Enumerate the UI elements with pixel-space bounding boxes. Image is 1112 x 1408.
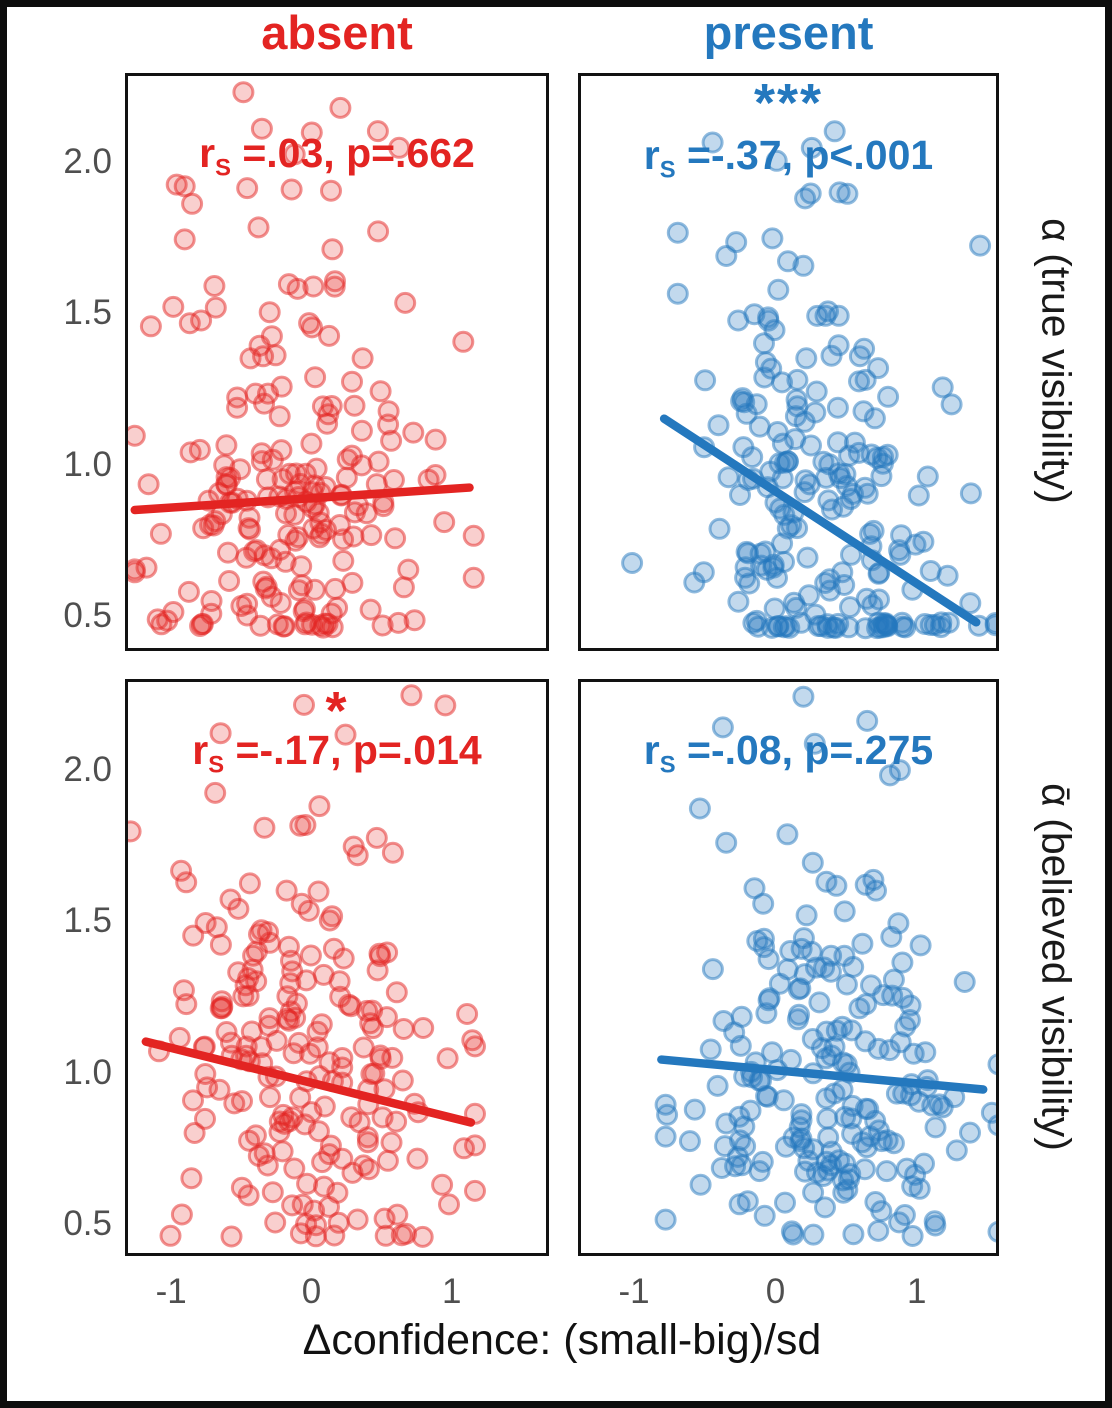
x-tick-label: 0 bbox=[765, 1272, 786, 1311]
trend-line bbox=[130, 483, 474, 515]
correlation-annotation: rS =-.17, p=.014 bbox=[128, 726, 546, 789]
correlation-stats-text: =-.17, p=.014 bbox=[224, 727, 482, 773]
y-tick-label: 1.0 bbox=[63, 1052, 112, 1092]
significance-stars: *** bbox=[753, 73, 824, 133]
scatter-plot-true-visibility-present bbox=[621, 120, 996, 640]
correlation-annotation: rS =.03, p=.662 bbox=[128, 129, 546, 192]
x-axis-label: Δconfidence: (small-big)/sd bbox=[302, 1316, 822, 1364]
scatter-plot-believed-visibility-present bbox=[654, 685, 996, 1247]
r-symbol: r bbox=[643, 727, 660, 773]
row-label-true-visibility: α (true visibility) bbox=[1033, 218, 1080, 504]
r-symbol: r bbox=[192, 727, 209, 773]
trend-line bbox=[657, 1055, 988, 1094]
r-subscript: S bbox=[215, 154, 231, 182]
x-tick-label: 1 bbox=[907, 1272, 927, 1311]
panel-true-visibility-present: *** rS =-.37, p<.001 bbox=[578, 73, 999, 651]
y-tick-label: 2.0 bbox=[63, 750, 112, 790]
row-label-believed-visibility: ᾱ (believed visibility) bbox=[1033, 783, 1080, 1151]
y-tick-label: 1.0 bbox=[63, 444, 112, 484]
panel-true-visibility-absent: rS =.03, p=.662 bbox=[125, 73, 549, 651]
scatter-plot-believed-visibility-absent bbox=[128, 684, 486, 1248]
r-subscript: S bbox=[208, 751, 225, 779]
y-tick-label: 0.5 bbox=[63, 595, 112, 635]
x-tick-label: -1 bbox=[618, 1272, 650, 1311]
r-subscript: S bbox=[659, 751, 676, 779]
y-tick-label: 1.5 bbox=[63, 293, 112, 333]
y-tick-label: 0.5 bbox=[63, 1203, 112, 1243]
y-tick-label: 1.5 bbox=[63, 901, 112, 941]
significance-stars: * bbox=[325, 681, 349, 741]
correlation-stats-text: =.03, p=.662 bbox=[230, 130, 475, 176]
panel-believed-visibility-absent: * rS =-.17, p=.014 bbox=[125, 679, 549, 1256]
x-tick-label: -1 bbox=[155, 1272, 187, 1311]
r-symbol: r bbox=[643, 132, 660, 178]
correlation-annotation: rS =-.08, p=.275 bbox=[581, 726, 996, 789]
y-tick-label: 2.0 bbox=[63, 142, 112, 182]
correlation-stats-text: =-.08, p=.275 bbox=[675, 727, 934, 773]
scatter-plot-true-visibility-absent bbox=[128, 81, 485, 639]
r-subscript: S bbox=[659, 156, 676, 184]
panel-believed-visibility-present: rS =-.08, p=.275 bbox=[578, 679, 999, 1256]
r-symbol: r bbox=[199, 130, 216, 176]
correlation-stats-text: =-.37, p<.001 bbox=[675, 132, 934, 178]
x-tick-label: 1 bbox=[442, 1272, 462, 1311]
column-header-absent: absent bbox=[261, 6, 413, 59]
trend-line bbox=[659, 414, 981, 627]
correlation-annotation: rS =-.37, p<.001 bbox=[581, 131, 996, 194]
trend-line bbox=[141, 1037, 476, 1127]
x-tick-label: 0 bbox=[301, 1272, 322, 1311]
column-header-present: present bbox=[703, 6, 874, 59]
